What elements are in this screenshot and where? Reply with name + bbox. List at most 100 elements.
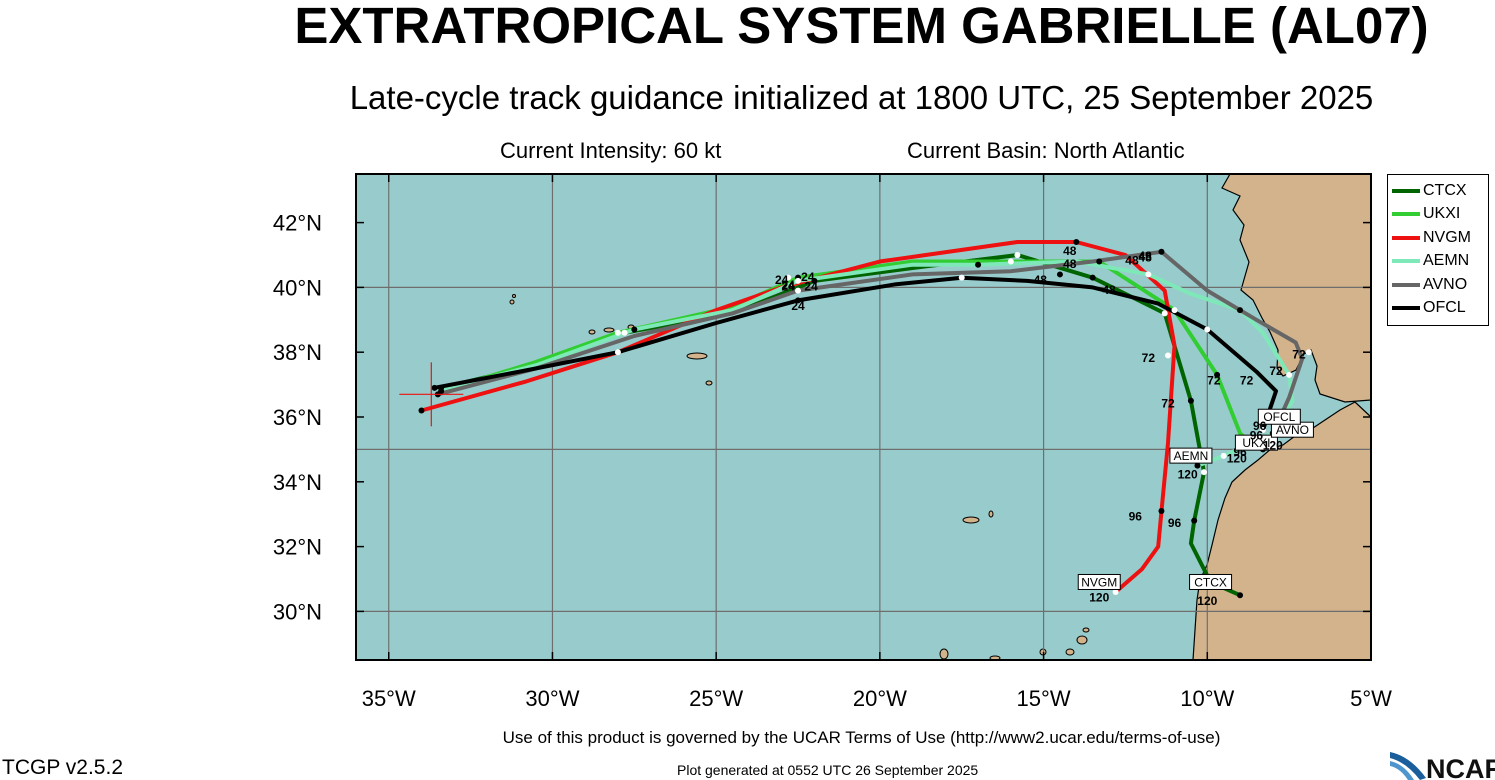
terms-of-use: Use of this product is governed by the U… <box>502 728 1221 747</box>
forecast-point <box>631 326 638 333</box>
forecast-hour-label: 24 <box>801 270 815 284</box>
model-end-label-box <box>1169 447 1213 464</box>
ncar-swoosh-icon <box>1390 761 1414 780</box>
forecast-point <box>1056 271 1063 278</box>
chart-title: EXTRATROPICAL SYSTEM GABRIELLE (AL07) <box>294 0 1429 54</box>
forecast-hour-label: 72 <box>1240 374 1254 388</box>
forecast-point <box>795 277 802 284</box>
forecast-point <box>1089 274 1096 281</box>
forecast-hour-label: 48 <box>1063 257 1077 271</box>
forecast-hour-label: 48 <box>1063 244 1077 258</box>
lat-tick-label: 30°N <box>273 599 322 624</box>
forecast-point <box>431 384 438 391</box>
legend-item-aemn: AEMN <box>1388 250 1488 274</box>
canary-island <box>1076 635 1088 645</box>
forecast-point <box>1171 307 1178 314</box>
lon-tick-label: 20°W <box>853 686 907 711</box>
legend-label: AVNO <box>1423 275 1468 293</box>
lon-tick-label: 35°W <box>362 686 416 711</box>
forecast-hour-label: 24 <box>782 278 796 292</box>
forecast-point <box>1161 310 1168 317</box>
legend-item-ukxi: UKXI <box>1388 203 1488 227</box>
forecast-point <box>1158 248 1165 255</box>
azores-island <box>686 352 708 360</box>
forecast-hour-label: 72 <box>1161 396 1175 410</box>
forecast-point <box>1145 271 1152 278</box>
canary-island <box>989 655 1001 660</box>
generated-timestamp: Plot generated at 0552 UTC 26 September … <box>677 762 979 778</box>
forecast-point <box>958 274 965 281</box>
forecast-hour-label: 48 <box>1138 249 1152 263</box>
azores-island <box>588 329 596 335</box>
forecast-hour-label: 96 <box>1253 419 1267 433</box>
forecast-point <box>1158 507 1165 514</box>
canary-island <box>1082 627 1090 633</box>
forecast-hour-label: 24 <box>791 299 805 313</box>
azores-island <box>705 380 713 386</box>
legend-label: UKXI <box>1423 205 1461 223</box>
legend-label: CTCX <box>1423 181 1467 199</box>
ncar-swoosh-icon <box>1390 752 1426 780</box>
forecast-point <box>1194 462 1201 469</box>
forecast-point <box>1112 588 1119 595</box>
forecast-hour-label: 48 <box>1102 283 1116 297</box>
legend-label: OFCL <box>1423 299 1466 317</box>
forecast-point <box>418 407 425 414</box>
model-tracks: 9672120CTCX247296UKXI487296120NVGM487212… <box>399 239 1314 608</box>
forecast-point <box>1214 371 1221 378</box>
legend-item-nvgm: NVGM <box>1388 226 1488 250</box>
track-ofcl <box>434 275 1278 431</box>
forecast-point <box>1204 326 1211 333</box>
forecast-point <box>1014 252 1021 258</box>
lat-tick-label: 36°N <box>273 405 322 430</box>
forecast-point <box>795 287 802 294</box>
forecast-hour-label: 48 <box>1125 254 1139 268</box>
model-end-label: OFCL <box>1263 410 1295 424</box>
ncar-logo: NCAR <box>1390 752 1495 780</box>
island <box>988 510 994 518</box>
forecast-hour-label: 120 <box>1178 468 1198 482</box>
forecast-hour-label: 72 <box>1207 374 1221 388</box>
azores-island <box>512 294 516 298</box>
lon-tick-label: 15°W <box>1017 686 1071 711</box>
forecast-point <box>614 329 621 336</box>
lon-tick-label: 5°W <box>1350 686 1392 711</box>
legend-swatch <box>1392 259 1420 264</box>
forecast-hour-label: 120 <box>1197 594 1217 608</box>
madeira-island <box>962 516 980 524</box>
legend-swatch <box>1392 235 1420 240</box>
track-nvgm <box>420 240 1177 594</box>
lon-tick-label: 30°W <box>525 686 579 711</box>
ncar-logo-text: NCAR <box>1426 754 1495 780</box>
forecast-hour-label: 120 <box>1263 438 1283 452</box>
forecast-hour-label: 48 <box>1138 250 1152 264</box>
chart-subtitle: Late-cycle track guidance initialized at… <box>349 79 1374 116</box>
forecast-point <box>1237 592 1244 599</box>
legend-swatch <box>1392 306 1420 311</box>
current-intensity: Current Intensity: 60 kt <box>500 138 722 163</box>
model-end-label-box <box>1234 434 1278 451</box>
current-basin: Current Basin: North Atlantic <box>907 138 1185 163</box>
forecast-point <box>1305 349 1312 356</box>
forecast-hour-label: 72 <box>1292 348 1306 362</box>
forecast-hour-label: 48 <box>1034 273 1048 287</box>
forecast-point <box>1165 352 1171 359</box>
lat-tick-label: 32°N <box>273 535 322 560</box>
azores-island <box>603 327 615 333</box>
legend-item-ctcx: CTCX <box>1388 179 1488 203</box>
model-end-label-box <box>1257 408 1301 425</box>
forecast-point <box>1201 469 1208 476</box>
forecast-point <box>811 277 818 284</box>
model-end-label-box <box>1077 573 1121 590</box>
track-avno <box>437 249 1305 437</box>
forecast-point <box>785 274 792 281</box>
lat-tick-label: 42°N <box>273 211 322 236</box>
forecast-point <box>1073 239 1080 246</box>
axis-ticks: 35°W 30°W 25°W 20°W 15°W 10°W 5°W 30°N 32°N 34°N 3… <box>273 174 1392 711</box>
forecast-hour-label: 24 <box>804 280 818 294</box>
forecast-hour-label: 24 <box>782 280 796 294</box>
lat-tick-label: 34°N <box>273 470 322 495</box>
model-end-label: CTCX <box>1194 575 1227 589</box>
forecast-point <box>1191 517 1198 524</box>
